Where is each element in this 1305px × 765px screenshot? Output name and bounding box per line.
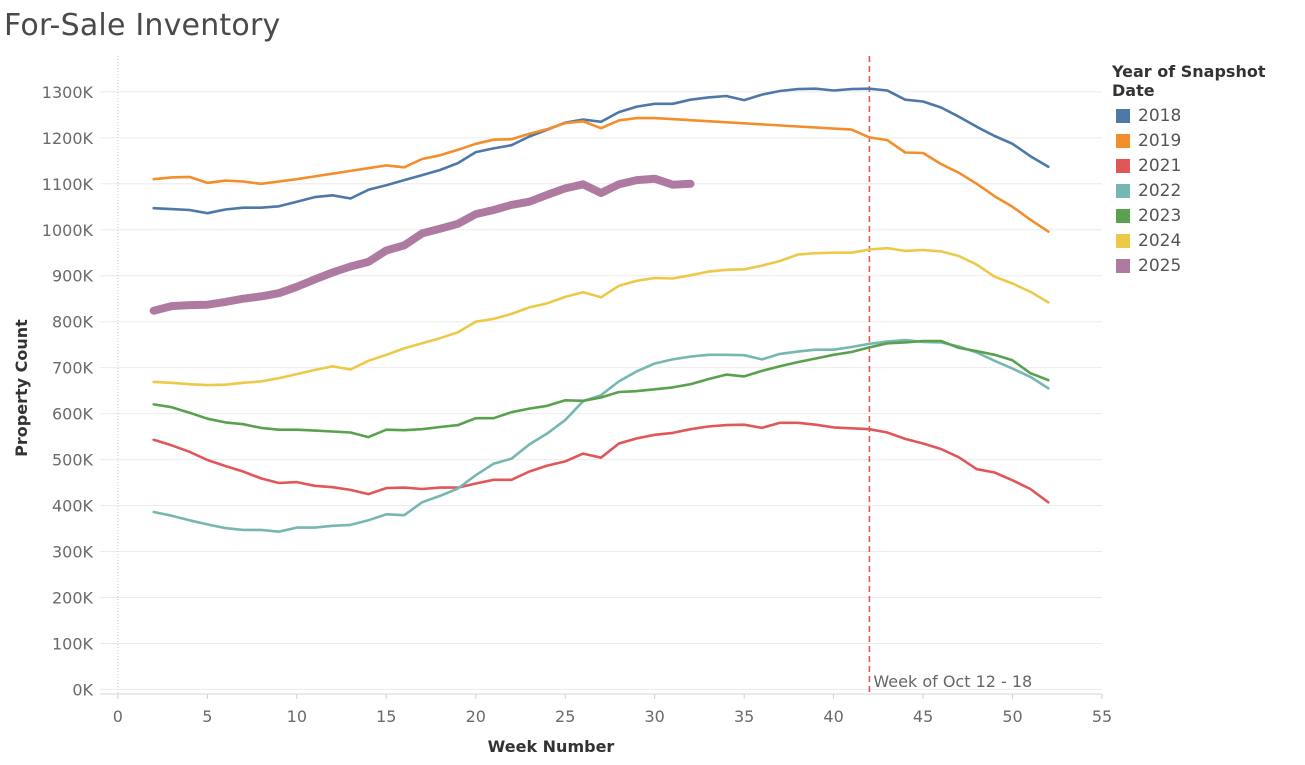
- x-tick-label: 15: [376, 707, 396, 726]
- x-tick-label: 10: [287, 707, 307, 726]
- y-tick-label: 100K: [52, 634, 94, 653]
- y-tick-label: 400K: [52, 497, 94, 516]
- axis-labels: 0K 100K 200K 300K 400K 500K 600K 700K 800K 900K 10…: [12, 83, 1112, 756]
- legend-item-2023[interactable]: 2023: [1112, 203, 1305, 228]
- y-tick-label: 0K: [72, 680, 93, 699]
- legend-swatch: [1116, 208, 1130, 223]
- series-line-2024: [152, 246, 1050, 387]
- legend-item-2021[interactable]: 2021: [1112, 153, 1305, 178]
- legend-item-2022[interactable]: 2022: [1112, 178, 1305, 203]
- y-tick-label: 200K: [52, 588, 94, 607]
- x-tick-label: 20: [466, 707, 486, 726]
- y-tick-label: 700K: [52, 359, 94, 378]
- x-tick-label: 5: [202, 707, 212, 726]
- y-tick-label: 300K: [52, 543, 94, 562]
- legend-swatch: [1116, 108, 1130, 123]
- legend-label: 2022: [1138, 180, 1182, 201]
- legend-label: 2018: [1138, 105, 1182, 126]
- x-axis-title: Week Number: [488, 737, 615, 756]
- legend-swatch: [1116, 258, 1130, 273]
- reference-line-group: Week of Oct 12 - 18: [868, 56, 1032, 694]
- y-tick-label: 900K: [52, 267, 94, 286]
- y-tick-label: 600K: [52, 405, 94, 424]
- legend-item-2024[interactable]: 2024: [1112, 228, 1305, 253]
- legend-label: 2019: [1138, 130, 1182, 151]
- legend-label: 2024: [1138, 230, 1182, 251]
- legend-swatch: [1116, 233, 1130, 248]
- legend-swatch: [1116, 183, 1130, 198]
- x-tick-label: 30: [644, 707, 664, 726]
- y-tick-label: 1200K: [42, 129, 94, 148]
- y-axis-title: Property Count: [12, 319, 31, 457]
- legend-item-2019[interactable]: 2019: [1112, 128, 1305, 153]
- series-line-2019: [152, 116, 1050, 233]
- x-tick-label: 50: [1002, 707, 1022, 726]
- grid-lines: [100, 56, 1102, 694]
- x-tick-label: 45: [913, 707, 933, 726]
- legend-items: 2018 2019 2021 2022 2023 2024 2025: [1112, 103, 1305, 278]
- y-tick-label: 800K: [52, 313, 94, 332]
- legend-item-2018[interactable]: 2018: [1112, 103, 1305, 128]
- legend-label: 2021: [1138, 155, 1182, 176]
- x-tick-label: 0: [113, 707, 123, 726]
- series-lines: [149, 87, 1050, 534]
- y-tick-label: 1300K: [42, 83, 94, 102]
- x-tick-label: 35: [734, 707, 754, 726]
- series-line-2021: [152, 421, 1050, 504]
- legend: Year of Snapshot Date 2018 2019 2021 2022 20…: [1112, 62, 1305, 278]
- x-tick-label: 40: [823, 707, 843, 726]
- series-line-2018: [152, 87, 1050, 215]
- legend-title: Year of Snapshot Date: [1112, 62, 1266, 100]
- y-tick-label: 1000K: [42, 221, 94, 240]
- series-line-2025: [149, 174, 695, 315]
- x-tick-label: 55: [1092, 707, 1112, 726]
- series-line-2023: [152, 339, 1050, 439]
- y-tick-label: 1100K: [42, 175, 94, 194]
- axes: [100, 693, 1103, 699]
- reference-line-label: Week of Oct 12 - 18: [873, 672, 1032, 691]
- legend-item-2025[interactable]: 2025: [1112, 253, 1305, 278]
- x-tick-label: 25: [555, 707, 575, 726]
- legend-swatch: [1116, 133, 1130, 148]
- legend-label: 2025: [1138, 255, 1182, 276]
- legend-swatch: [1116, 158, 1130, 173]
- legend-label: 2023: [1138, 205, 1182, 226]
- chart-title: For-Sale Inventory: [4, 8, 281, 43]
- y-tick-label: 500K: [52, 451, 94, 470]
- series-line-2022: [152, 338, 1050, 534]
